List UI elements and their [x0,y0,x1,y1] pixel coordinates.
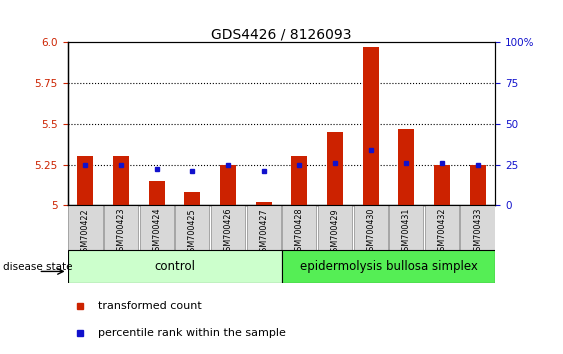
Bar [247,205,281,250]
Text: GSM700432: GSM700432 [437,208,446,257]
Text: GSM700430: GSM700430 [366,208,375,256]
Bar [175,205,209,250]
Bar [104,205,138,250]
Bar [184,192,200,205]
Bar [68,205,102,250]
Bar [354,205,388,250]
Title: GDS4426 / 8126093: GDS4426 / 8126093 [211,27,352,41]
Text: percentile rank within the sample: percentile rank within the sample [97,328,285,338]
Bar [425,205,459,250]
Text: GSM700433: GSM700433 [473,208,482,256]
Bar [434,165,450,205]
Bar [398,129,414,205]
Text: GSM700429: GSM700429 [330,208,339,257]
Text: GSM700428: GSM700428 [295,208,304,257]
Bar [291,156,307,205]
Bar [256,202,272,205]
Bar [389,205,423,250]
Bar [318,205,352,250]
Text: GSM700431: GSM700431 [402,208,411,256]
Bar [282,205,316,250]
Bar [68,250,282,283]
Bar [327,132,343,205]
Text: transformed count: transformed count [97,301,201,311]
Bar [77,156,93,205]
Bar [220,165,236,205]
Bar [363,47,379,205]
Bar [149,181,165,205]
Text: GSM700427: GSM700427 [259,208,268,257]
Bar [470,165,486,205]
Bar [140,205,174,250]
Text: GSM700424: GSM700424 [152,208,161,257]
Text: GSM700425: GSM700425 [188,208,197,257]
Bar [461,205,495,250]
Text: epidermolysis bullosa simplex: epidermolysis bullosa simplex [300,260,477,273]
Text: control: control [154,260,195,273]
Bar [211,205,245,250]
Text: GSM700426: GSM700426 [224,208,233,257]
Bar [113,156,129,205]
Text: GSM700422: GSM700422 [81,208,90,257]
Text: GSM700423: GSM700423 [117,208,126,257]
Bar [282,250,495,283]
Text: disease state: disease state [3,262,72,272]
